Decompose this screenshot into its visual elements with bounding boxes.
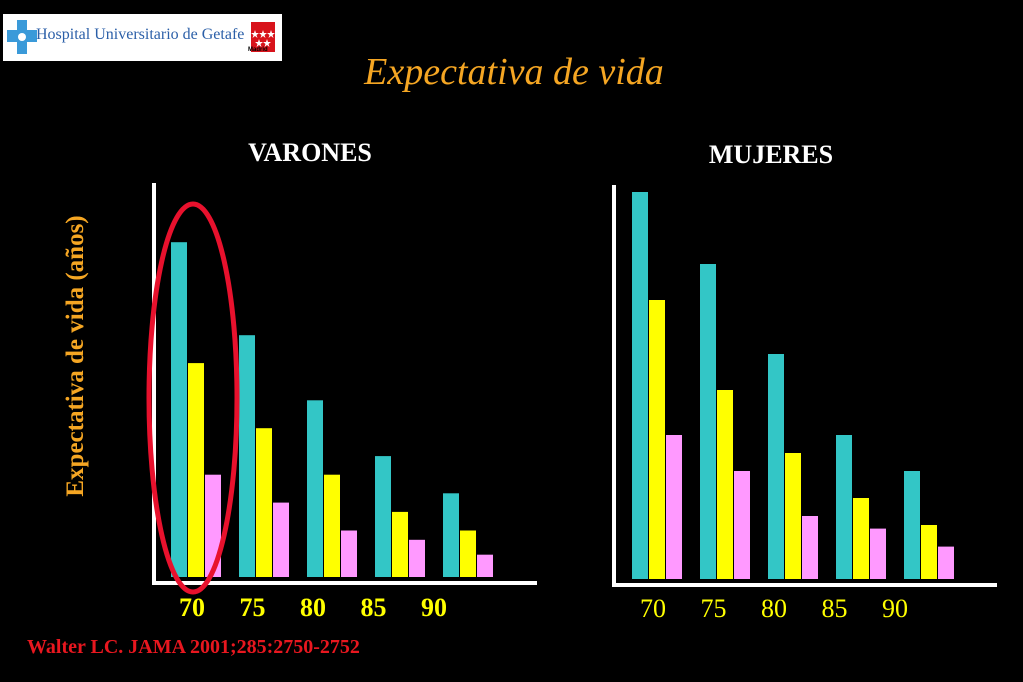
bar-85-s1: [375, 456, 391, 577]
hospital-name: Hospital Universitario de Getafe: [36, 26, 245, 43]
bar-75-s1: [239, 335, 255, 577]
bar-85-s3: [409, 539, 425, 577]
bar-70-s1: [632, 192, 648, 579]
citation: Walter LC. JAMA 2001;285:2750-2752: [27, 636, 360, 658]
bar-90-s2: [921, 525, 937, 579]
bar-70-s2: [188, 363, 204, 577]
x-tick-label: 70: [640, 594, 666, 623]
bar-70-s1: [171, 242, 187, 577]
bar-90-s1: [443, 493, 459, 577]
x-tick-label: 80: [761, 594, 787, 623]
bar-85-s3: [870, 528, 886, 579]
x-tick-label: 85: [822, 594, 848, 623]
madrid-label: Madrid: [248, 47, 268, 53]
x-tick-label: 75: [701, 594, 727, 623]
bar-90-s1: [904, 471, 920, 579]
bar-75-s3: [734, 471, 750, 579]
bar-75-s2: [256, 428, 272, 577]
x-tick-label: 80: [300, 593, 326, 622]
bar-70-s3: [205, 474, 221, 577]
bar-80-s1: [768, 354, 784, 579]
bar-90-s3: [477, 554, 493, 577]
bar-75-s3: [273, 502, 289, 577]
bar-80-s3: [341, 530, 357, 577]
x-tick-label: 90: [882, 594, 908, 623]
bar-85-s1: [836, 435, 852, 579]
hospital-cross-icon: [7, 20, 37, 54]
bar-80-s3: [802, 516, 818, 579]
madrid-flag-icon: [251, 22, 275, 52]
bar-90-s3: [938, 546, 954, 579]
highlight-ellipse: [146, 201, 240, 595]
bar-75-s2: [717, 390, 733, 579]
slide-title: Expectativa de vida: [364, 51, 664, 93]
bar-85-s2: [392, 511, 408, 577]
bar-80-s2: [324, 474, 340, 577]
bar-70-s3: [666, 435, 682, 579]
bar-80-s1: [307, 400, 323, 577]
chart-title: VARONES: [248, 138, 372, 167]
x-tick-label: 75: [240, 593, 266, 622]
hospital-logo: Hospital Universitario de Getafe Madrid: [3, 14, 282, 61]
bar-85-s2: [853, 498, 869, 579]
bar-70-s2: [649, 300, 665, 579]
x-tick-label: 70: [179, 593, 205, 622]
x-tick-label: 90: [421, 593, 447, 622]
bar-90-s2: [460, 530, 476, 577]
chart-title: MUJERES: [709, 140, 833, 169]
bar-80-s2: [785, 453, 801, 579]
x-tick-label: 85: [361, 593, 387, 622]
bar-75-s1: [700, 264, 716, 579]
